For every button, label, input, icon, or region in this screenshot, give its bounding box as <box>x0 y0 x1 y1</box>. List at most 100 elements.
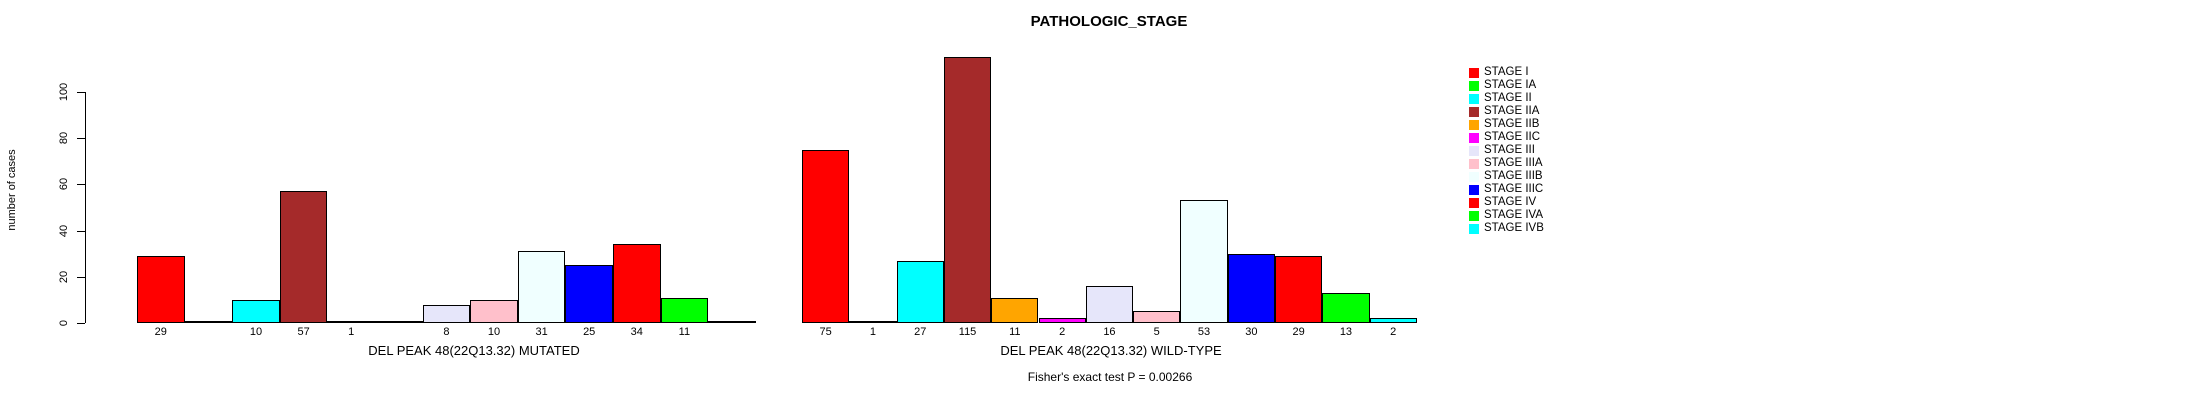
legend-swatch <box>1469 184 1479 195</box>
x-axis-title-mutated: DEL PEAK 48(22Q13.32) MUTATED <box>368 343 580 358</box>
bar <box>849 320 897 323</box>
zero-bar <box>708 321 756 323</box>
y-tick-label: 100 <box>58 82 70 101</box>
bar-value-label: 57 <box>297 326 310 338</box>
y-tick-label: 20 <box>58 270 70 283</box>
bar <box>1085 286 1134 323</box>
legend-swatch <box>1469 132 1479 143</box>
bar <box>1180 200 1228 323</box>
bar-value-label: 34 <box>630 326 643 338</box>
y-tick <box>77 138 85 139</box>
legend-swatch <box>1469 106 1479 117</box>
bar-value-label: 13 <box>1339 326 1353 338</box>
y-axis-label: number of cases <box>6 149 18 231</box>
y-axis-line <box>85 91 86 323</box>
bar <box>660 297 709 323</box>
bar-value-label: 1 <box>348 326 355 338</box>
legend-item: STAGE IIIB <box>1469 170 1544 183</box>
legend-item: STAGE I <box>1469 66 1544 79</box>
bar-value-label: 29 <box>1292 326 1305 338</box>
bar-value-label: 2 <box>1390 326 1397 338</box>
legend-label: STAGE IIA <box>1484 105 1540 117</box>
bar-value-label: 30 <box>1245 326 1258 338</box>
bar <box>137 255 185 323</box>
legend-swatch <box>1469 119 1479 130</box>
legend-item: STAGE IA <box>1469 79 1544 92</box>
legend-item: STAGE IVA <box>1469 209 1544 222</box>
bar <box>1038 318 1086 323</box>
bar <box>613 244 661 323</box>
bar-value-label: 27 <box>914 326 927 338</box>
y-tick <box>77 91 85 93</box>
legend-swatch <box>1469 210 1479 221</box>
y-tick-label: 40 <box>58 224 70 237</box>
zero-bar <box>375 321 423 323</box>
legend-label: STAGE IVB <box>1484 222 1544 234</box>
legend-label: STAGE IA <box>1484 79 1537 91</box>
legend-item: STAGE IIA <box>1469 105 1544 118</box>
legend-swatch <box>1469 67 1479 78</box>
legend-swatch <box>1469 223 1479 234</box>
legend-item: STAGE IIC <box>1469 131 1544 144</box>
legend-item: STAGE IIIA <box>1469 157 1544 170</box>
legend-label: STAGE I <box>1484 66 1529 78</box>
bar <box>1369 318 1417 323</box>
bar-value-label: 5 <box>1153 326 1160 338</box>
legend-label: STAGE IIC <box>1484 131 1541 143</box>
y-tick-label: 60 <box>58 178 70 191</box>
legend-swatch <box>1469 80 1479 91</box>
y-tick-label: 0 <box>58 319 70 327</box>
bar <box>1133 311 1181 323</box>
bar-value-label: 53 <box>1197 326 1211 338</box>
legend-label: STAGE IIB <box>1484 118 1540 130</box>
bar-value-label: 10 <box>487 326 501 338</box>
bar <box>517 251 566 323</box>
zero-bar <box>184 321 233 323</box>
bar <box>802 149 850 323</box>
legend: STAGE I STAGE IA STAGE II STAGE IIA STAGE II… <box>1469 66 1544 235</box>
bar <box>1227 253 1275 323</box>
legend-label: STAGE IIIB <box>1484 170 1543 182</box>
legend-label: STAGE IVA <box>1484 209 1544 221</box>
y-tick <box>77 184 85 186</box>
legend-item: STAGE II <box>1469 92 1544 105</box>
x-axis-title-wildtype: DEL PEAK 48(22Q13.32) WILD-TYPE <box>1000 343 1222 358</box>
legend-item: STAGE IVB <box>1469 222 1544 235</box>
legend-item: STAGE IIB <box>1469 118 1544 131</box>
bar-value-label: 115 <box>958 326 977 338</box>
bar-value-label: 2 <box>1059 326 1066 338</box>
bar-value-label: 10 <box>249 326 263 338</box>
legend-item: STAGE III <box>1469 144 1544 157</box>
y-tick <box>77 323 85 324</box>
legend-label: STAGE III <box>1484 144 1535 156</box>
bar <box>565 265 613 323</box>
legend-label: STAGE IIIA <box>1484 157 1543 169</box>
fisher-test-note: Fisher's exact test P = 0.00266 <box>1027 370 1193 384</box>
bar <box>327 320 375 323</box>
y-tick <box>77 276 85 278</box>
bar <box>943 57 992 323</box>
legend-label: STAGE IV <box>1484 196 1537 208</box>
y-tick-label: 80 <box>58 131 70 145</box>
legend-item: STAGE IV <box>1469 196 1544 209</box>
bar-value-label: 11 <box>1009 326 1021 338</box>
legend-swatch <box>1469 145 1479 156</box>
bar-value-label: 25 <box>583 326 596 338</box>
bar <box>470 299 518 323</box>
chart-title: PATHOLOGIC_STAGE <box>1030 13 1188 30</box>
legend-swatch <box>1469 158 1479 169</box>
bar-value-label: 1 <box>869 326 876 338</box>
legend-swatch <box>1469 171 1479 182</box>
legend-label: STAGE II <box>1484 92 1532 104</box>
bar <box>422 304 471 323</box>
legend-label: STAGE IIIC <box>1484 183 1544 195</box>
y-tick <box>77 230 85 232</box>
bar-value-label: 11 <box>678 326 691 338</box>
legend-item: STAGE IIIC <box>1469 183 1544 196</box>
bar-value-label: 8 <box>443 326 450 338</box>
bar <box>1275 255 1323 323</box>
bar-value-label: 29 <box>154 326 167 338</box>
bar <box>1322 292 1370 323</box>
bar-value-label: 16 <box>1103 326 1116 338</box>
legend-swatch <box>1469 197 1479 208</box>
